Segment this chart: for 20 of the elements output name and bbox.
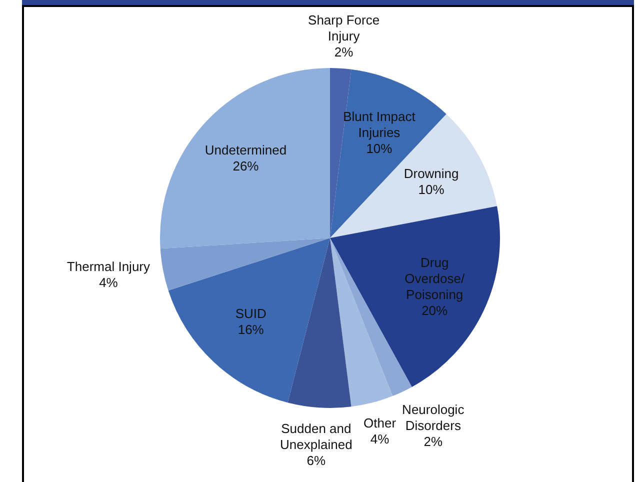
data-label: 20%	[422, 302, 448, 318]
slice-label: Blunt Impact Injuries	[343, 108, 416, 140]
slice-label: SUID	[235, 306, 266, 321]
data-label: 2%	[334, 44, 354, 60]
slice-label: Sharp Force Injury	[308, 12, 380, 44]
slice-label: Sudden and Unexplained	[280, 421, 352, 452]
data-label: 4%	[99, 275, 118, 290]
data-label: 26%	[232, 158, 260, 174]
data-label: 10%	[366, 140, 393, 156]
slice-label: Thermal Injury	[66, 259, 150, 274]
slice-label: Undetermined	[204, 142, 287, 158]
slice-label: Other	[364, 415, 397, 430]
slice-label: Neurologic Disorders	[402, 402, 465, 433]
data-label: 2%	[424, 434, 443, 449]
slice-label: Drug Overdose/Poisoning	[404, 254, 465, 302]
data-label: 10%	[418, 182, 445, 197]
data-label: 4%	[370, 431, 390, 446]
data-label: 16%	[238, 322, 264, 337]
data-label: 6%	[306, 453, 326, 468]
slice-label: Drowning	[404, 166, 459, 181]
